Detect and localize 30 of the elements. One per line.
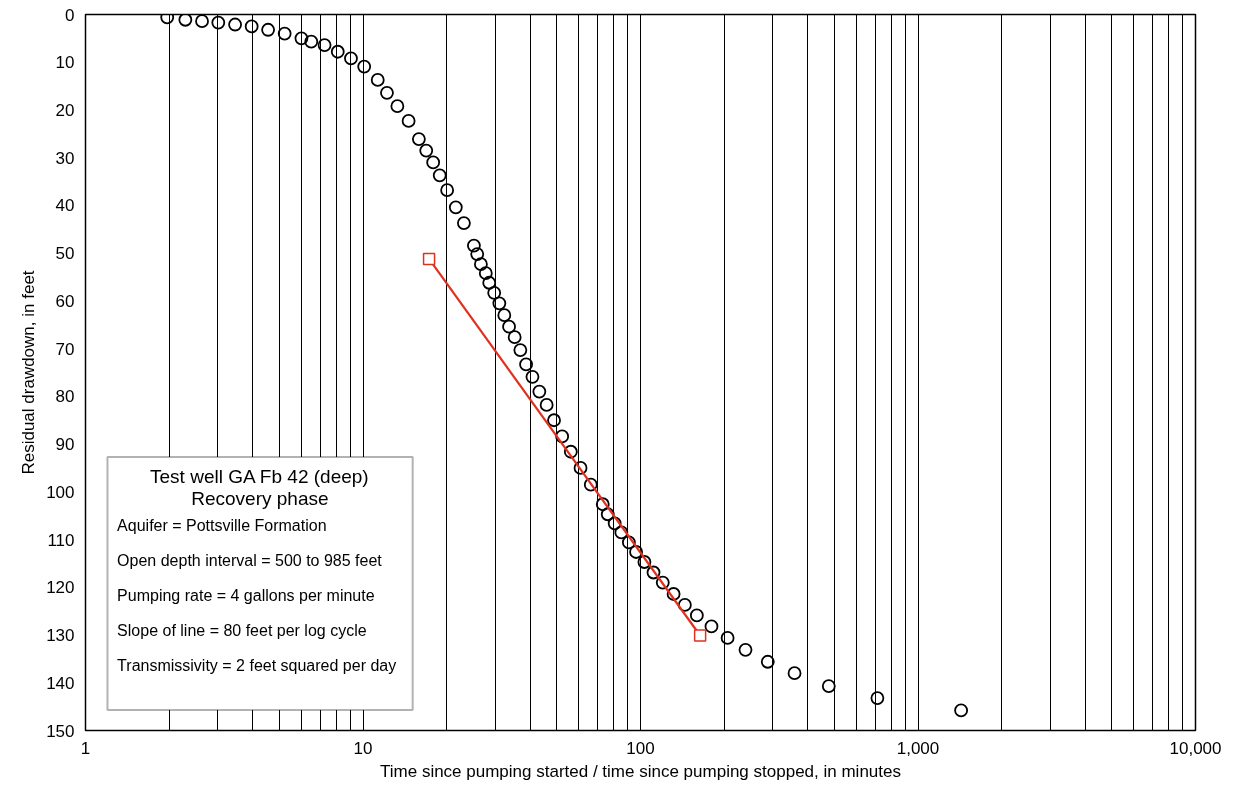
y-tick-label: 110 — [47, 530, 75, 550]
annotation: Pumping rate = 4 gallons per minute — [117, 586, 375, 604]
y-tick-label: 140 — [46, 673, 75, 693]
x-tick-label: 10 — [353, 738, 373, 758]
y-tick-label: 90 — [55, 435, 75, 455]
x-tick-label: 1 — [80, 738, 91, 758]
x-tick-label: 10,000 — [1169, 738, 1222, 758]
y-tick-label: 60 — [55, 291, 75, 311]
annotation: Recovery phase — [191, 487, 329, 509]
y-tick-label: 50 — [55, 244, 75, 264]
annotation: Test well GA Fb 42 (deep) — [150, 465, 369, 487]
x-axis-title: Time since pumping started / time since pumping stopped, in minutes — [380, 761, 901, 781]
y-axis-title: Residual drawdown, in feet — [19, 270, 39, 475]
x-tick-label: 1,000 — [896, 738, 940, 758]
y-tick-label: 150 — [46, 721, 75, 741]
annotation: Slope of line = 80 feet per log cycle — [117, 621, 367, 639]
y-tick-label: 120 — [46, 578, 75, 598]
y-tick-label: 70 — [55, 339, 75, 359]
annotation: Open depth interval = 500 to 985 feet — [117, 551, 383, 569]
y-tick-label: 20 — [55, 100, 75, 120]
y-tick-label: 40 — [55, 196, 75, 216]
y-tick-label: 10 — [55, 53, 75, 73]
y-tick-label: 30 — [55, 148, 75, 168]
annotation: Aquifer = Pottsville Formation — [117, 517, 327, 535]
y-tick-label: 130 — [46, 626, 75, 646]
y-tick-label: 80 — [55, 387, 75, 407]
x-tick-label: 100 — [626, 738, 655, 758]
y-tick-label: 100 — [46, 482, 75, 502]
annotation: Transmissivity = 2 feet squared per day — [117, 656, 397, 674]
y-tick-label: 0 — [65, 5, 75, 25]
